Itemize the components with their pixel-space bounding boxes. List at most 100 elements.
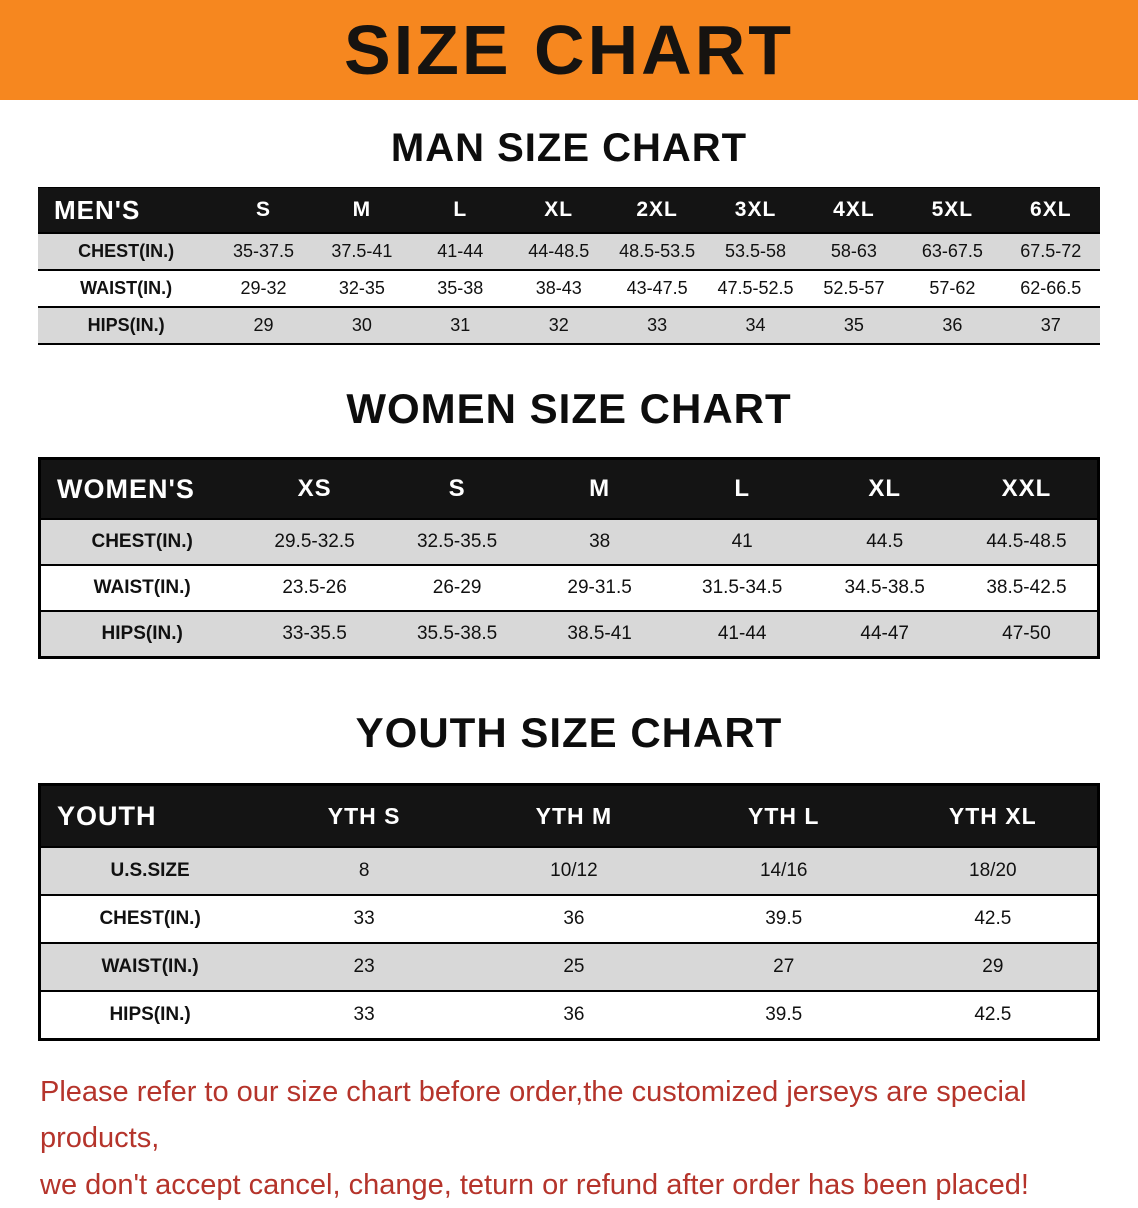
size-header-cell: YTH M (469, 784, 679, 847)
value-cell: 10/12 (550, 860, 598, 881)
value-cell: 23.5-26 (282, 577, 347, 598)
value-cell: 32.5-35.5 (416, 531, 498, 552)
table-corner-cell: MEN'S (38, 187, 215, 233)
value-cell: 42.5 (974, 908, 1012, 929)
value-cell: 52.5-57 (823, 278, 885, 298)
value-cell: 67.5-72 (1020, 241, 1082, 261)
value-cell: 48.5-53.5 (619, 241, 696, 261)
table-corner-cell: WOMEN'S (39, 458, 244, 519)
disclaimer-line-1: Please refer to our size chart before or… (40, 1076, 1027, 1155)
value-cell: 35.5-38.5 (416, 623, 498, 644)
disclaimer: Please refer to our size chart before or… (40, 1069, 1120, 1208)
value-cell: 33 (647, 315, 668, 335)
size-header-cell: 3XL (706, 187, 805, 233)
value-cell: 29-31.5 (567, 577, 632, 598)
row-label-cell: WAIST(IN.) (101, 956, 199, 977)
table-row: HIPS(IN.) 29 30 31 32 33 34 35 36 37 (38, 307, 1100, 344)
women-section-heading: WOMEN SIZE CHART (346, 385, 792, 432)
value-cell: 44-47 (860, 623, 909, 644)
value-cell: 38-43 (535, 278, 582, 298)
table-row: WAIST(IN.) 23 25 27 29 (39, 943, 1099, 991)
row-label-cell: U.S.SIZE (110, 860, 190, 881)
women-table-body: CHEST(IN.) 29.5-32.5 32.5-35.5 38 41 44.5 44.5… (39, 519, 1099, 658)
value-cell: 32-35 (338, 278, 385, 298)
value-cell: 18/20 (969, 860, 1017, 881)
row-label-cell: WAIST(IN.) (80, 278, 173, 298)
value-cell: 47-50 (1002, 623, 1051, 644)
table-row: CHEST(IN.) 33 36 39.5 42.5 (39, 895, 1099, 943)
value-cell: 31.5-34.5 (702, 577, 783, 598)
row-label-cell: CHEST(IN.) (99, 908, 201, 929)
value-cell: 29.5-32.5 (274, 531, 355, 552)
value-cell: 53.5-58 (725, 241, 787, 261)
men-size-table: MEN'S S M L XL 2XL 3XL 4XL 5XL 6XL CHEST(IN.) 35-3… (38, 187, 1100, 345)
men-header-row: MEN'S S M L XL 2XL 3XL 4XL 5XL 6XL (38, 187, 1100, 233)
value-cell: 39.5 (765, 908, 803, 929)
value-cell: 27 (773, 956, 795, 977)
size-header-cell: XS (243, 458, 386, 519)
row-label-cell: HIPS(IN.) (109, 1004, 191, 1025)
youth-header-row: YOUTH YTH S YTH M YTH L YTH XL (39, 784, 1099, 847)
value-cell: 30 (351, 315, 372, 335)
youth-section-heading: YOUTH SIZE CHART (355, 709, 783, 756)
value-cell: 44.5 (866, 531, 904, 552)
value-cell: 33 (353, 1004, 375, 1025)
row-label-cell: WAIST(IN.) (93, 577, 191, 598)
value-cell: 62-66.5 (1020, 278, 1082, 298)
value-cell: 41-44 (717, 623, 767, 644)
value-cell: 38.5-41 (567, 623, 632, 644)
value-cell: 37 (1040, 315, 1061, 335)
value-cell: 36 (942, 315, 963, 335)
value-cell: 29 (982, 956, 1004, 977)
value-cell: 63-67.5 (921, 241, 983, 261)
value-cell: 41-44 (437, 241, 484, 261)
table-row: HIPS(IN.) 33 36 39.5 42.5 (39, 991, 1099, 1040)
value-cell: 35-38 (437, 278, 484, 298)
women-header-row: WOMEN'S XS S M L XL XXL (39, 458, 1099, 519)
value-cell: 38.5-42.5 (986, 577, 1067, 598)
value-cell: 31 (450, 315, 471, 335)
row-label-cell: HIPS(IN.) (101, 623, 183, 644)
table-corner-cell: YOUTH (39, 784, 260, 847)
value-cell: 57-62 (929, 278, 976, 298)
banner-title: SIZE CHART (344, 11, 794, 89)
size-header-cell: XL (509, 187, 608, 233)
value-cell: 44.5-48.5 (986, 531, 1067, 552)
size-header-cell: L (411, 187, 510, 233)
row-label-cell: HIPS(IN.) (87, 315, 165, 335)
value-cell: 41 (731, 531, 753, 552)
value-cell: 14/16 (759, 860, 808, 881)
size-header-cell: L (670, 458, 814, 519)
disclaimer-line-2: we don't accept cancel, change, teturn o… (40, 1168, 1029, 1201)
value-cell: 36 (563, 1004, 585, 1025)
youth-size-table: YOUTH YTH S YTH M YTH L YTH XL U.S.SIZE 8 10/1… (38, 783, 1100, 1041)
value-cell: 23 (353, 956, 375, 977)
table-row: HIPS(IN.) 33-35.5 35.5-38.5 38.5-41 41-44 44-… (39, 611, 1099, 658)
size-chart-banner: SIZE CHART (0, 0, 1138, 100)
value-cell: 42.5 (974, 1004, 1012, 1025)
row-label-cell: CHEST(IN.) (78, 241, 175, 261)
value-cell: 58-63 (830, 241, 877, 261)
size-header-cell: 5XL (903, 187, 1002, 233)
value-cell: 29-32 (240, 278, 287, 298)
value-cell: 33 (353, 908, 375, 929)
size-header-cell: YTH S (259, 784, 470, 847)
size-header-cell: 6XL (1001, 187, 1100, 233)
value-cell: 29 (253, 315, 274, 335)
value-cell: 47.5-52.5 (717, 278, 794, 298)
value-cell: 33-35.5 (282, 623, 347, 644)
value-cell: 37.5-41 (331, 241, 393, 261)
table-row: CHEST(IN.) 35-37.5 37.5-41 41-44 44-48.5 48.5… (38, 233, 1100, 270)
size-header-cell: S (214, 187, 313, 233)
value-cell: 39.5 (765, 1004, 803, 1025)
value-cell: 34.5-38.5 (844, 577, 925, 598)
size-header-cell: XL (813, 458, 956, 519)
size-header-cell: 2XL (607, 187, 707, 233)
size-header-cell: M (312, 187, 412, 233)
table-row: WAIST(IN.) 29-32 32-35 35-38 38-43 43-47.5 47.… (38, 270, 1100, 307)
row-label-cell: CHEST(IN.) (91, 531, 193, 552)
value-cell: 38 (589, 531, 611, 552)
size-header-cell: 4XL (804, 187, 904, 233)
table-row: U.S.SIZE 8 10/12 14/16 18/20 (39, 847, 1099, 895)
value-cell: 43-47.5 (626, 278, 688, 298)
